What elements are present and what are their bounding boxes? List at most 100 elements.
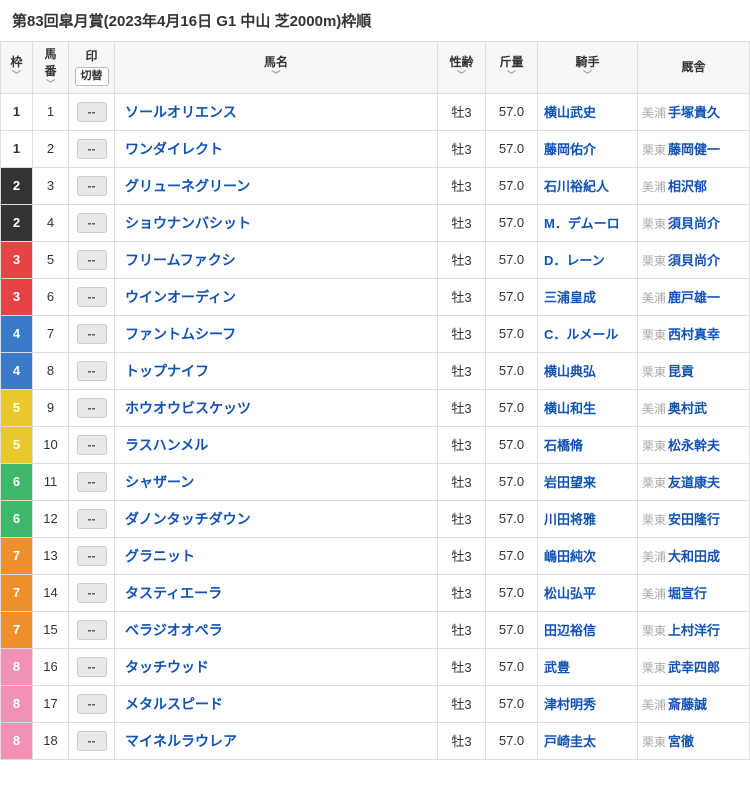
mark-button[interactable]: --: [77, 139, 107, 159]
horse-name-cell: フリームファクシ: [115, 241, 438, 278]
mark-button[interactable]: --: [77, 287, 107, 307]
horse-name-link[interactable]: フリームファクシ: [125, 252, 236, 268]
jockey-link[interactable]: 岩田望来: [544, 475, 596, 490]
jockey-link[interactable]: 石川裕紀人: [544, 179, 609, 194]
mark-button[interactable]: --: [77, 546, 107, 566]
trainer-link[interactable]: 上村洋行: [668, 623, 720, 638]
horse-name-link[interactable]: グリューネグリーン: [125, 178, 250, 194]
trainer-link[interactable]: 武幸四郎: [668, 660, 720, 675]
header-sex[interactable]: 性齢﹀: [438, 42, 486, 94]
jockey-link[interactable]: 川田将雅: [544, 512, 596, 527]
trainer-link[interactable]: 安田隆行: [668, 512, 720, 527]
table-row: 23--グリューネグリーン牡357.0石川裕紀人美浦相沢郁: [1, 167, 750, 204]
trainer-link[interactable]: 須貝尚介: [668, 253, 720, 268]
horse-name-link[interactable]: タッチウッド: [125, 659, 209, 675]
jockey-link[interactable]: 田辺裕信: [544, 623, 596, 638]
header-name[interactable]: 馬名﹀: [115, 42, 438, 94]
jockey-link[interactable]: 津村明秀: [544, 697, 596, 712]
mark-button[interactable]: --: [77, 398, 107, 418]
jockey-link[interactable]: 横山典弘: [544, 364, 596, 379]
horse-name-link[interactable]: ソールオリエンス: [125, 104, 237, 120]
horse-name-link[interactable]: ラスハンメル: [125, 437, 208, 453]
trainer-link[interactable]: 須貝尚介: [668, 216, 720, 231]
mark-button[interactable]: --: [77, 472, 107, 492]
jockey-link[interactable]: 三浦皇成: [544, 290, 596, 305]
weight-cell: 57.0: [486, 204, 538, 241]
trainer-link[interactable]: 宮徹: [668, 734, 694, 749]
mark-button[interactable]: --: [77, 176, 107, 196]
trainer-link[interactable]: 昆貢: [668, 364, 694, 379]
waku-cell: 8: [1, 722, 33, 759]
trainer-link[interactable]: 手塚貴久: [668, 105, 720, 120]
header-jockey[interactable]: 騎手﹀: [538, 42, 638, 94]
jockey-link[interactable]: 横山武史: [544, 105, 596, 120]
jockey-link[interactable]: C．ルメール: [544, 327, 618, 342]
jockey-link[interactable]: 藤岡佑介: [544, 142, 596, 157]
mark-button[interactable]: --: [77, 250, 107, 270]
mark-button[interactable]: --: [77, 509, 107, 529]
jockey-cell: 嶋田純次: [538, 537, 638, 574]
jockey-link[interactable]: 嶋田純次: [544, 549, 596, 564]
trainer-link[interactable]: 友道康夫: [668, 475, 720, 490]
trainer-link[interactable]: 西村真幸: [668, 327, 720, 342]
header-weight[interactable]: 斤量﹀: [486, 42, 538, 94]
horse-name-link[interactable]: タスティエーラ: [125, 585, 222, 601]
horse-name-link[interactable]: シャザーン: [125, 474, 194, 490]
mark-button[interactable]: --: [77, 324, 107, 344]
jockey-link[interactable]: 松山弘平: [544, 586, 596, 601]
waku-cell: 8: [1, 648, 33, 685]
mark-button[interactable]: --: [77, 102, 107, 122]
waku-cell: 3: [1, 278, 33, 315]
horse-name-link[interactable]: マイネルラウレア: [125, 733, 237, 749]
jockey-link[interactable]: 横山和生: [544, 401, 596, 416]
jockey-link[interactable]: D．レーン: [544, 253, 605, 268]
trainer-link[interactable]: 藤岡健一: [668, 142, 720, 157]
weight-cell: 57.0: [486, 685, 538, 722]
trainer-link[interactable]: 堀宣行: [668, 586, 707, 601]
umaban-cell: 15: [33, 611, 69, 648]
mark-button[interactable]: --: [77, 620, 107, 640]
trainer-link[interactable]: 松永幹夫: [668, 438, 720, 453]
mark-button[interactable]: --: [77, 657, 107, 677]
weight-cell: 57.0: [486, 463, 538, 500]
weight-cell: 57.0: [486, 648, 538, 685]
mark-button[interactable]: --: [77, 435, 107, 455]
mark-cell: --: [69, 167, 115, 204]
jockey-link[interactable]: 石橋脩: [544, 438, 583, 453]
horse-name-link[interactable]: ベラジオオペラ: [125, 622, 223, 638]
horse-name-link[interactable]: ウインオーディン: [125, 289, 236, 305]
weight-cell: 57.0: [486, 537, 538, 574]
jockey-link[interactable]: 武豊: [544, 660, 570, 675]
umaban-cell: 11: [33, 463, 69, 500]
jockey-link[interactable]: M．デムーロ: [544, 216, 620, 231]
mark-button[interactable]: --: [77, 731, 107, 751]
mark-button[interactable]: --: [77, 583, 107, 603]
horse-name-link[interactable]: メタルスピード: [125, 696, 223, 712]
horse-name-link[interactable]: ワンダイレクト: [125, 141, 223, 157]
mark-button[interactable]: --: [77, 213, 107, 233]
horse-name-link[interactable]: トップナイフ: [125, 363, 209, 379]
trainer-link[interactable]: 鹿戸雄一: [668, 290, 720, 305]
weight-cell: 57.0: [486, 389, 538, 426]
horse-name-link[interactable]: ダノンタッチダウン: [125, 511, 251, 527]
mark-button[interactable]: --: [77, 694, 107, 714]
jockey-link[interactable]: 戸崎圭太: [544, 734, 596, 749]
header-umaban[interactable]: 馬番﹀: [33, 42, 69, 94]
mark-button[interactable]: --: [77, 361, 107, 381]
horse-name-link[interactable]: グラニット: [125, 548, 195, 564]
trainer-link[interactable]: 斎藤誠: [668, 697, 707, 712]
mark-cell: --: [69, 389, 115, 426]
header-waku[interactable]: 枠﹀: [1, 42, 33, 94]
umaban-cell: 16: [33, 648, 69, 685]
trainer-link[interactable]: 奥村武: [668, 401, 707, 416]
horse-name-link[interactable]: ホウオウビスケッツ: [125, 400, 251, 416]
trainer-cell: 美浦堀宣行: [638, 574, 750, 611]
waku-cell: 1: [1, 130, 33, 167]
waku-cell: 1: [1, 93, 33, 130]
trainer-link[interactable]: 相沢郁: [668, 179, 707, 194]
sex-cell: 牡3: [438, 685, 486, 722]
horse-name-link[interactable]: ショウナンバシット: [125, 215, 251, 231]
horse-name-link[interactable]: ファントムシーフ: [125, 326, 236, 342]
toggle-button[interactable]: 切替: [75, 67, 109, 86]
trainer-link[interactable]: 大和田成: [668, 549, 720, 564]
